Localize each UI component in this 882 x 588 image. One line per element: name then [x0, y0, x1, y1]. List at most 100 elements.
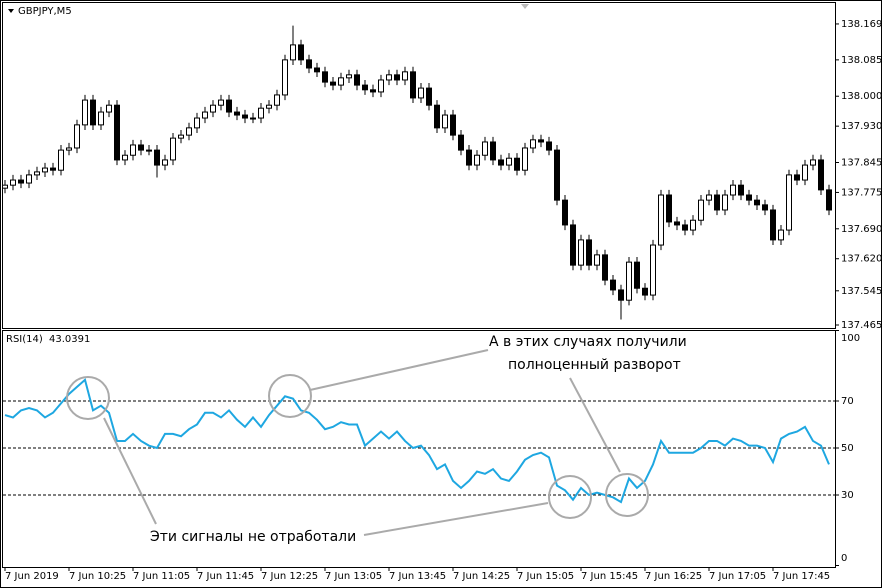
candle-body	[538, 139, 544, 143]
candle-body	[18, 179, 24, 184]
candle-body	[402, 71, 408, 81]
candle-body	[554, 149, 560, 201]
candle-body	[586, 239, 592, 266]
candle-body	[618, 289, 624, 301]
y-tick-label: 30	[841, 490, 854, 501]
y-tick-label: 137.845	[841, 158, 882, 169]
candle-body	[162, 159, 168, 166]
candle-body	[722, 194, 728, 211]
candle-body	[786, 174, 792, 231]
candle-body	[106, 104, 112, 113]
candle-body	[306, 59, 312, 69]
candle-body	[626, 261, 632, 301]
candle-body	[706, 194, 712, 201]
candle-body	[226, 99, 232, 113]
y-tick-label: 0	[841, 553, 847, 564]
x-tick-label: 7 Jun 11:05	[133, 571, 190, 582]
annotation-text: полноценный разворот	[508, 357, 681, 373]
candle-body	[698, 199, 704, 221]
y-tick-label: 138.169	[841, 19, 882, 30]
y-tick-label: 137.545	[841, 286, 882, 297]
candle-body	[290, 44, 296, 61]
y-tick-label: 137.930	[841, 121, 882, 132]
candle-body	[82, 99, 88, 126]
candle-body	[442, 114, 448, 129]
candle-body	[474, 154, 480, 166]
candle-body	[418, 87, 424, 99]
candle-body	[98, 111, 104, 126]
menu-arrow	[8, 9, 14, 13]
candle-body	[338, 77, 344, 86]
candle-body	[66, 147, 72, 151]
candle-body	[714, 194, 720, 211]
candle-body	[754, 199, 760, 206]
candle-body	[146, 149, 152, 152]
y-tick-label: 137.775	[841, 187, 882, 198]
candle-body	[602, 254, 608, 281]
annotation-circle	[66, 376, 110, 420]
candle-body	[434, 104, 440, 129]
candle-body	[90, 99, 96, 126]
candle-body	[314, 67, 320, 73]
candle-body	[818, 159, 824, 191]
candle-body	[394, 74, 400, 81]
candle-body	[50, 167, 56, 171]
candle-body	[650, 244, 656, 296]
candle-body	[346, 74, 352, 79]
candle-body	[826, 189, 832, 211]
candle-body	[730, 184, 736, 196]
x-tick-label: 7 Jun 15:45	[581, 571, 638, 582]
candle-body	[186, 127, 192, 136]
candle-body	[810, 159, 816, 166]
candle-body	[674, 221, 680, 226]
candle-body	[58, 149, 64, 171]
scroll-marker	[521, 4, 529, 9]
annotation-line	[309, 349, 489, 391]
candle-body	[506, 157, 512, 166]
y-tick-label: 137.690	[841, 224, 882, 235]
candle-body	[266, 104, 272, 109]
annotation-circle	[548, 475, 592, 519]
candle-body	[690, 219, 696, 231]
annotations	[66, 349, 649, 536]
candle-body	[170, 137, 176, 161]
candle-body	[530, 139, 536, 149]
annotation-text: А в этих случаях получили	[489, 334, 687, 350]
x-tick-label: 7 Jun 12:25	[261, 571, 318, 582]
candle-body	[578, 239, 584, 266]
candle-body	[498, 159, 504, 166]
candle-body	[370, 89, 376, 93]
x-tick-label: 7 Jun 15:05	[517, 571, 574, 582]
y-tick-label: 138.000	[841, 91, 882, 102]
candle-body	[154, 149, 160, 166]
y-tick-label: 70	[841, 396, 854, 407]
rsi-panel	[2, 330, 836, 568]
candle-body	[778, 229, 784, 241]
annotation-circle	[268, 374, 312, 418]
candle-body	[274, 94, 280, 106]
candle-body	[546, 141, 552, 151]
x-tick-label: 7 Jun 13:05	[325, 571, 382, 582]
candle-body	[594, 254, 600, 266]
candle-body	[114, 104, 120, 161]
candle-body	[570, 224, 576, 266]
y-tick-label: 100	[841, 333, 860, 344]
candle-body	[354, 74, 360, 86]
candle-body	[410, 71, 416, 99]
x-tick-label: 7 Jun 11:45	[197, 571, 254, 582]
candle-body	[746, 194, 752, 201]
candle-body	[10, 179, 16, 186]
candle-body	[562, 199, 568, 226]
y-tick-label: 50	[841, 443, 854, 454]
candle-body	[258, 107, 264, 119]
candle-body	[482, 141, 488, 156]
candle-body	[130, 144, 136, 156]
y-tick-label: 138.085	[841, 55, 882, 66]
candle-body	[610, 279, 616, 291]
candle-body	[490, 141, 496, 161]
annotation-line	[103, 417, 157, 525]
candle-body	[178, 134, 184, 139]
candle-body	[322, 71, 328, 83]
